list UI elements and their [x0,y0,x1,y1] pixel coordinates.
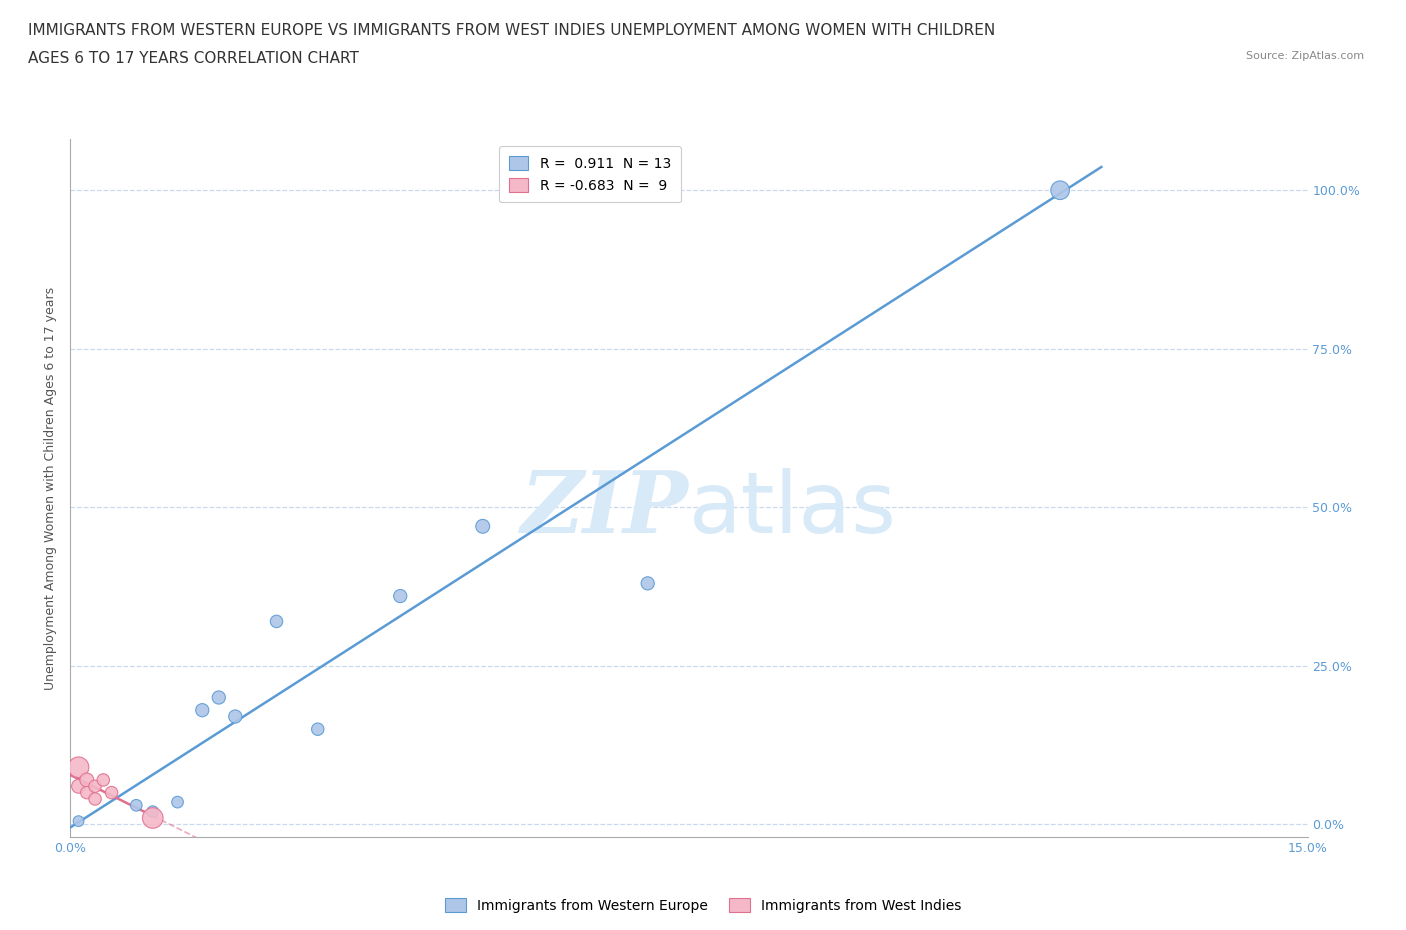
Text: AGES 6 TO 17 YEARS CORRELATION CHART: AGES 6 TO 17 YEARS CORRELATION CHART [28,51,359,66]
Point [208,690,231,705]
Point [224,709,246,724]
Point [67,778,90,793]
Point [67,760,90,775]
Point [307,722,329,737]
Text: IMMIGRANTS FROM WESTERN EUROPE VS IMMIGRANTS FROM WEST INDIES UNEMPLOYMENT AMONG: IMMIGRANTS FROM WESTERN EUROPE VS IMMIGR… [28,23,995,38]
Point [389,589,412,604]
Point [166,794,188,809]
Y-axis label: Unemployment Among Women with Children Ages 6 to 17 years: Unemployment Among Women with Children A… [44,286,58,690]
Point [84,778,107,793]
Point [266,614,288,629]
Point [67,814,90,829]
Point [125,798,148,813]
Point [191,703,214,718]
Point [100,785,122,800]
Point [142,804,165,819]
Text: ZIP: ZIP [522,468,689,551]
Legend: R =  0.911  N = 13, R = -0.683  N =  9: R = 0.911 N = 13, R = -0.683 N = 9 [499,146,681,203]
Point [84,791,107,806]
Text: Source: ZipAtlas.com: Source: ZipAtlas.com [1246,51,1364,61]
Point [637,576,659,591]
Point [1049,183,1071,198]
Point [76,773,98,788]
Text: atlas: atlas [689,468,897,551]
Point [76,785,98,800]
Point [91,773,114,788]
Legend: Immigrants from Western Europe, Immigrants from West Indies: Immigrants from Western Europe, Immigran… [440,893,966,919]
Point [471,519,494,534]
Point [142,811,165,826]
